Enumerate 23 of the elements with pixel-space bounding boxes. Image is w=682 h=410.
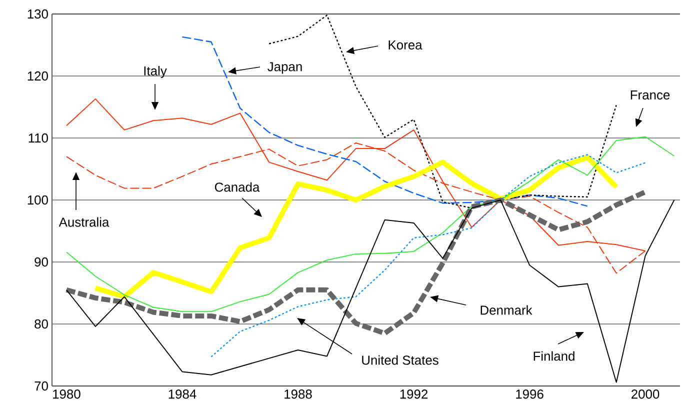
annotation: Australia bbox=[58, 217, 110, 227]
x-tick-label: 1984 bbox=[168, 390, 196, 399]
x-tick-label: 1980 bbox=[53, 390, 80, 399]
y-tick-label: 130 bbox=[28, 9, 48, 19]
y-tick-label: 90 bbox=[34, 257, 48, 267]
annotation: Finland bbox=[534, 351, 574, 361]
annotation: United States bbox=[362, 355, 438, 365]
annotation: Canada bbox=[214, 182, 260, 192]
y-tick-label: 110 bbox=[28, 133, 48, 143]
x-tick-label: 1988 bbox=[284, 390, 312, 399]
line-series bbox=[182, 36, 588, 207]
annotation: Italy bbox=[144, 66, 167, 78]
y-tick-label: 70 bbox=[34, 381, 48, 391]
annotation: Japan bbox=[268, 62, 302, 74]
annotation: France bbox=[630, 90, 670, 100]
annotation: Korea bbox=[388, 40, 422, 50]
x-tick-label: 2000 bbox=[632, 390, 660, 399]
y-tick-label: 120 bbox=[28, 71, 48, 81]
annotation: Denmark bbox=[480, 305, 532, 315]
y-tick-label: 100 bbox=[28, 195, 48, 205]
x-tick-label: 1996 bbox=[516, 390, 544, 399]
x-tick-label: 1992 bbox=[400, 390, 428, 399]
y-tick-label: 80 bbox=[34, 319, 48, 329]
